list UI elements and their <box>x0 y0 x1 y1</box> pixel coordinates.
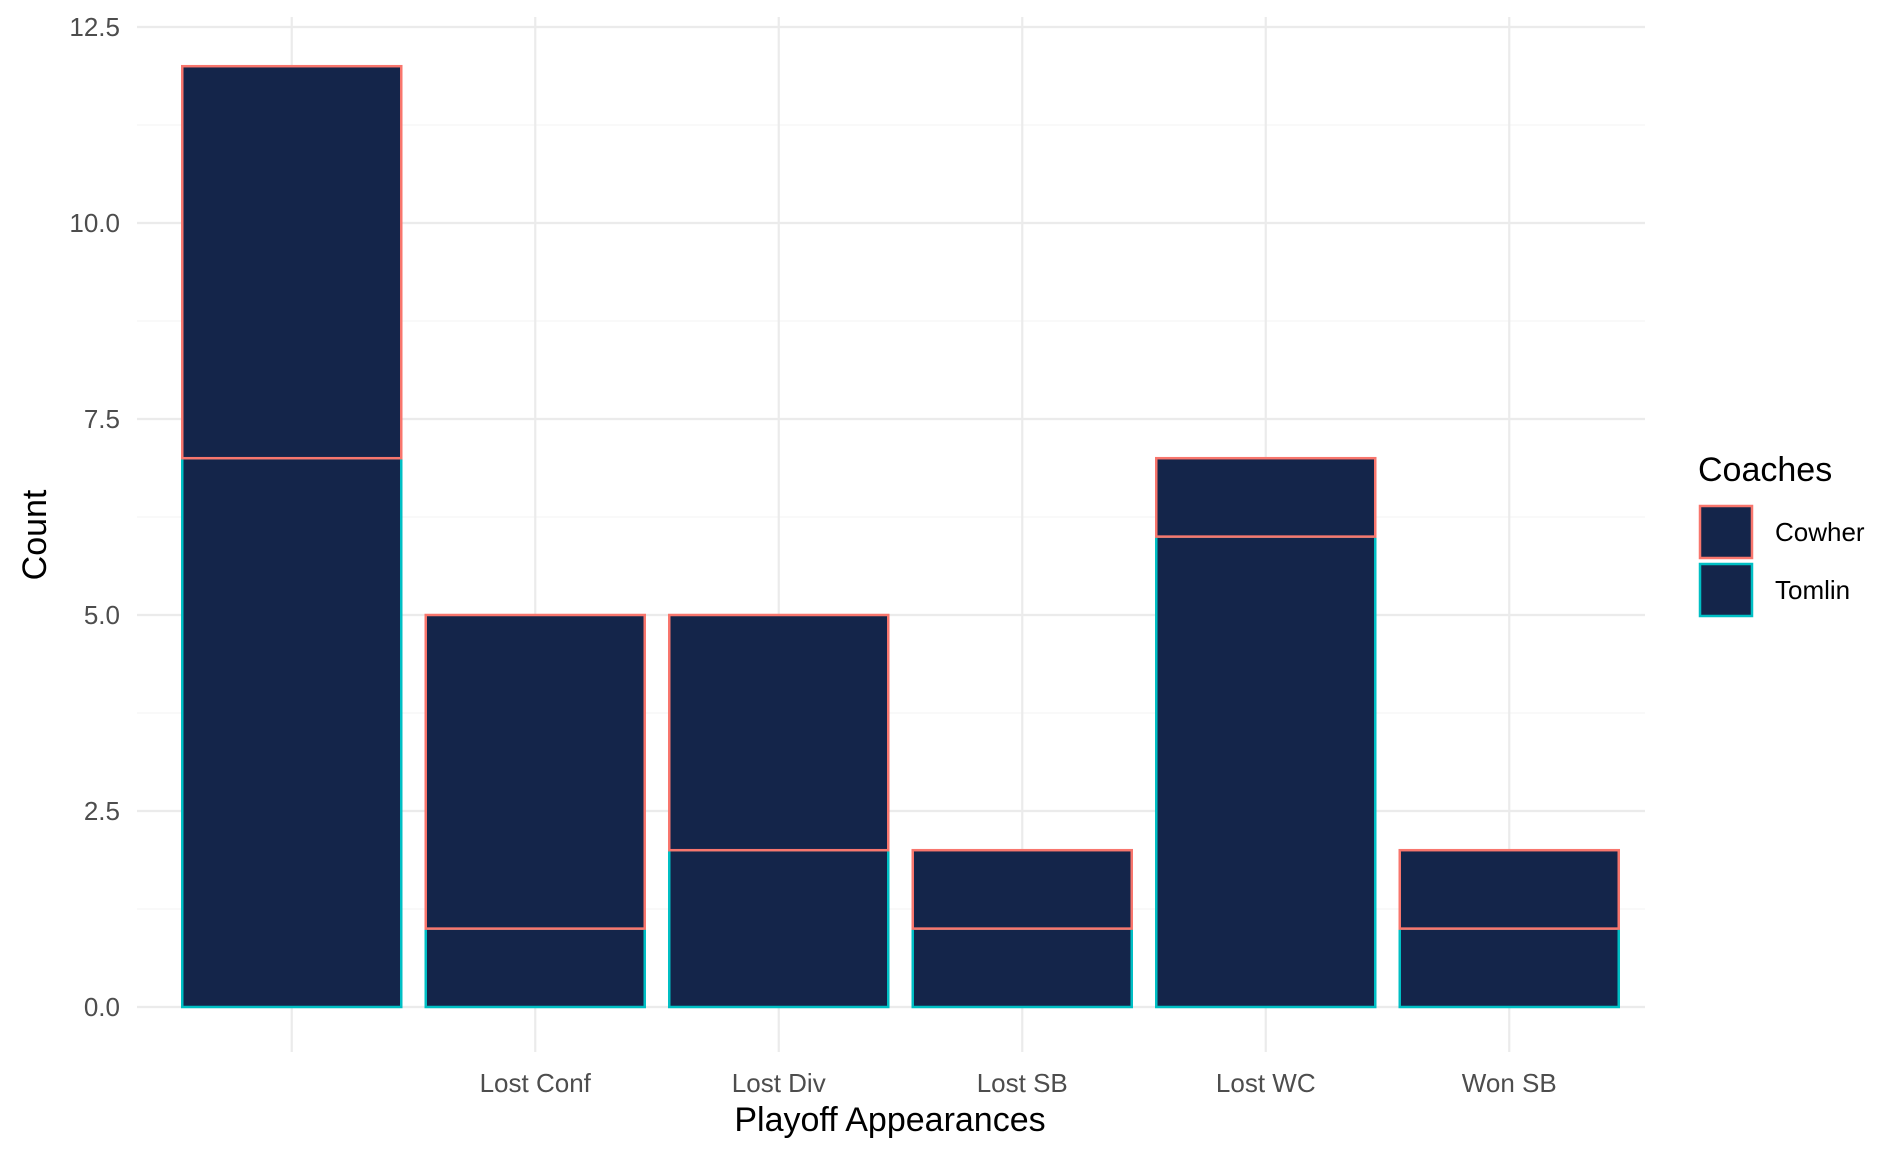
bar-segment-cowher <box>911 848 1133 930</box>
bar-segment-tomlin <box>668 848 890 1009</box>
legend-items: Cowher Tomlin <box>1698 504 1865 618</box>
y-tick-label: 2.5 <box>84 796 120 826</box>
bar-segment-cowher <box>1155 456 1377 538</box>
y-tick-label: 0.0 <box>84 992 120 1022</box>
bar-segment-cowher <box>1398 848 1620 930</box>
bar-segment-cowher <box>424 613 646 930</box>
y-tick-label: 10.0 <box>69 208 120 238</box>
x-tick-label: Lost SB <box>977 1068 1068 1098</box>
x-tick-label: Lost Div <box>732 1068 826 1098</box>
bar-segment-tomlin <box>424 927 646 1009</box>
bar-segment-cowher <box>668 613 890 852</box>
y-axis-title: Count <box>16 489 54 580</box>
bar-layer <box>181 64 1620 1009</box>
y-tick-label: 7.5 <box>84 404 120 434</box>
x-tick-label: Lost Conf <box>480 1068 592 1098</box>
bar-segment-tomlin <box>181 456 403 1009</box>
bar-segment-tomlin <box>911 927 1133 1009</box>
legend-title: Coaches <box>1698 451 1832 489</box>
x-axis-title: Playoff Appearances <box>734 1101 1045 1139</box>
legend: Coaches Cowher Tomlin <box>1698 451 1865 618</box>
bar-segment-cowher <box>181 64 403 460</box>
bar-segment-tomlin <box>1155 535 1377 1009</box>
axis-layer: 0.0 2.5 5.0 7.5 10.0 12.5 Lost Conf Lost Div Los… <box>69 12 1556 1098</box>
y-tick-label: 12.5 <box>69 12 120 42</box>
legend-label-cowher: Cowher <box>1775 517 1865 547</box>
legend-key-cowher <box>1698 504 1754 560</box>
legend-label-tomlin: Tomlin <box>1775 575 1850 605</box>
y-tick-label: 5.0 <box>84 600 120 630</box>
bar-segment-tomlin <box>1398 927 1620 1009</box>
x-tick-label: Lost WC <box>1216 1068 1316 1098</box>
legend-key-tomlin <box>1698 562 1754 618</box>
x-tick-label: Won SB <box>1462 1068 1557 1098</box>
